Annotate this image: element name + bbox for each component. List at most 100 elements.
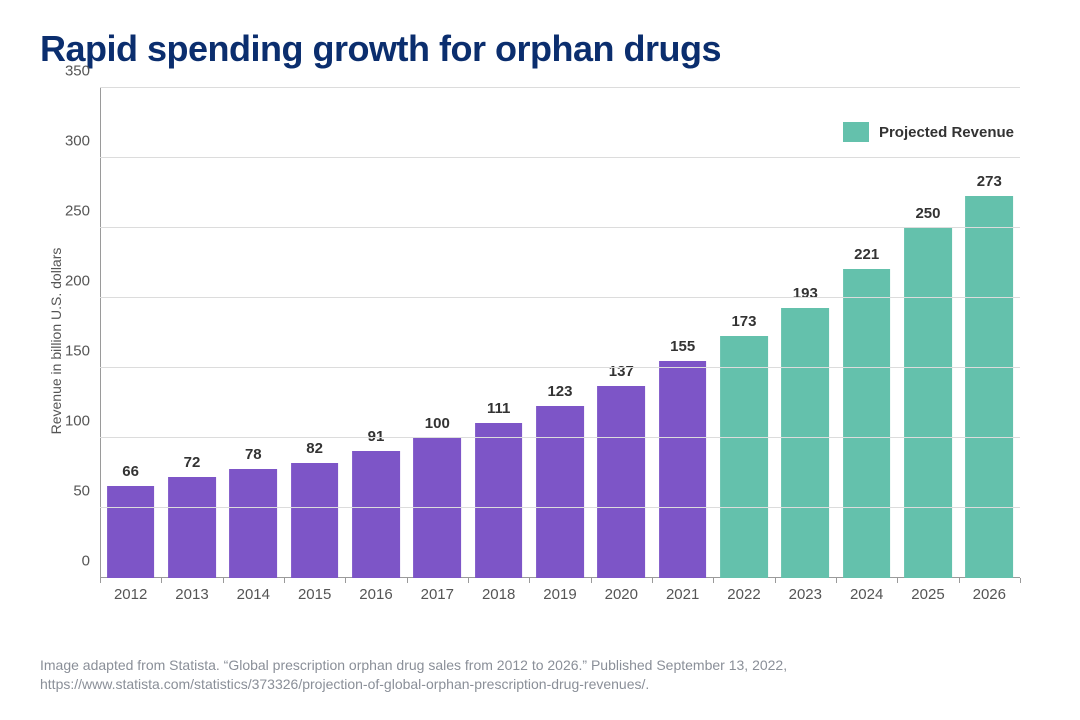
x-tick-label: 2019 <box>543 586 576 603</box>
gridline <box>100 297 1020 298</box>
bar-slot: 2732026 <box>959 88 1020 578</box>
bar-value-label: 155 <box>670 338 695 355</box>
chart-container: Revenue in billion U.S. dollars 66201272… <box>100 88 1040 578</box>
bar-value-label: 66 <box>122 463 139 480</box>
y-axis-label: Revenue in billion U.S. dollars <box>48 248 64 435</box>
bar-slot: 1732022 <box>713 88 774 578</box>
bar: 123 <box>536 406 584 578</box>
gridline <box>100 367 1020 368</box>
y-tick-label: 200 <box>65 273 90 290</box>
x-tick-mark <box>407 578 408 583</box>
bar-slot: 722013 <box>161 88 222 578</box>
bar: 111 <box>475 423 523 578</box>
bar-slot: 822015 <box>284 88 345 578</box>
bar-slot: 662012 <box>100 88 161 578</box>
page: Rapid spending growth for orphan drugs R… <box>0 0 1080 720</box>
bar-slot: 1232019 <box>529 88 590 578</box>
bar: 82 <box>291 463 339 578</box>
bar-value-label: 82 <box>306 440 323 457</box>
y-tick-label: 100 <box>65 413 90 430</box>
bar-slot: 1932023 <box>775 88 836 578</box>
x-tick-mark <box>591 578 592 583</box>
x-tick-label: 2024 <box>850 586 883 603</box>
bar-value-label: 193 <box>793 285 818 302</box>
x-tick-label: 2015 <box>298 586 331 603</box>
x-tick-label: 2021 <box>666 586 699 603</box>
bar-value-label: 273 <box>977 173 1002 190</box>
bar-slot: 2212024 <box>836 88 897 578</box>
bar: 72 <box>168 477 216 578</box>
x-tick-mark <box>284 578 285 583</box>
y-tick-label: 150 <box>65 343 90 360</box>
y-tick-label: 0 <box>82 553 90 570</box>
y-tick-label: 250 <box>65 203 90 220</box>
x-tick-label: 2012 <box>114 586 147 603</box>
gridline <box>100 227 1020 228</box>
bar-value-label: 72 <box>184 454 201 471</box>
bar: 221 <box>843 269 891 578</box>
x-tick-mark <box>652 578 653 583</box>
x-tick-mark <box>836 578 837 583</box>
x-tick-mark <box>468 578 469 583</box>
gridline <box>100 157 1020 158</box>
bar-value-label: 221 <box>854 246 879 263</box>
x-tick-label: 2025 <box>911 586 944 603</box>
x-tick-mark <box>345 578 346 583</box>
bar: 250 <box>904 228 952 578</box>
bar: 155 <box>659 361 707 578</box>
bar-value-label: 123 <box>547 383 572 400</box>
x-tick-mark <box>713 578 714 583</box>
x-tick-label: 2023 <box>789 586 822 603</box>
x-tick-mark <box>897 578 898 583</box>
x-tick-label: 2018 <box>482 586 515 603</box>
bar-value-label: 137 <box>609 363 634 380</box>
x-tick-label: 2020 <box>605 586 638 603</box>
bar-value-label: 78 <box>245 446 262 463</box>
bar: 100 <box>413 438 461 578</box>
bar-slot: 1552021 <box>652 88 713 578</box>
x-tick-label: 2026 <box>973 586 1006 603</box>
bar: 193 <box>781 308 829 578</box>
bar-value-label: 173 <box>731 313 756 330</box>
y-tick-label: 350 <box>65 63 90 80</box>
bar: 78 <box>229 469 277 578</box>
gridline <box>100 437 1020 438</box>
chart-title: Rapid spending growth for orphan drugs <box>40 28 1040 70</box>
bar-slot: 1002017 <box>407 88 468 578</box>
x-tick-mark <box>223 578 224 583</box>
x-tick-label: 2022 <box>727 586 760 603</box>
source-footnote: Image adapted from Statista. “Global pre… <box>40 656 1040 694</box>
bar-value-label: 250 <box>915 205 940 222</box>
bar-slot: 912016 <box>345 88 406 578</box>
x-tick-mark <box>1020 578 1021 583</box>
bar-value-label: 100 <box>425 415 450 432</box>
legend: Projected Revenue <box>837 120 1020 144</box>
bar: 273 <box>965 196 1013 578</box>
x-tick-mark <box>161 578 162 583</box>
gridline <box>100 87 1020 88</box>
x-tick-label: 2016 <box>359 586 392 603</box>
bar-slot: 2502025 <box>897 88 958 578</box>
bar-slot: 1372020 <box>591 88 652 578</box>
legend-swatch-icon <box>843 122 869 142</box>
plot-area: 6620127220137820148220159120161002017111… <box>100 88 1020 578</box>
bar: 66 <box>107 486 155 578</box>
x-tick-label: 2013 <box>175 586 208 603</box>
legend-label: Projected Revenue <box>879 124 1014 141</box>
bars-layer: 6620127220137820148220159120161002017111… <box>100 88 1020 578</box>
bar: 137 <box>597 386 645 578</box>
x-tick-label: 2017 <box>421 586 454 603</box>
bar: 91 <box>352 451 400 578</box>
gridline <box>100 507 1020 508</box>
bar-slot: 782014 <box>223 88 284 578</box>
x-tick-label: 2014 <box>237 586 270 603</box>
x-tick-mark <box>529 578 530 583</box>
bar: 173 <box>720 336 768 578</box>
bar-slot: 1112018 <box>468 88 529 578</box>
y-tick-label: 50 <box>73 483 90 500</box>
bar-value-label: 111 <box>487 400 510 417</box>
y-tick-label: 300 <box>65 133 90 150</box>
x-tick-mark <box>775 578 776 583</box>
x-tick-mark <box>100 578 101 583</box>
x-tick-mark <box>959 578 960 583</box>
